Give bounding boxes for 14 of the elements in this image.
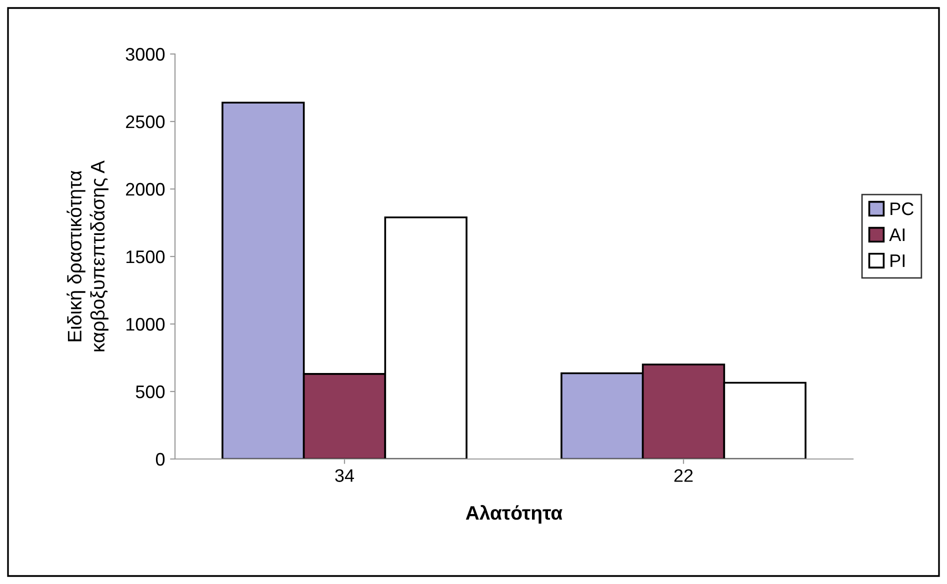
x-tick-label: 22 — [674, 469, 693, 482]
y-tick-label: 2500 — [126, 115, 165, 128]
x-tick-label: 34 — [335, 469, 354, 482]
legend-label: PC — [890, 202, 914, 216]
legend-label: AI — [889, 228, 905, 241]
y-tick-label: 1500 — [126, 250, 165, 264]
y-tick-label: 2000 — [126, 182, 165, 196]
y-axis-title: Ειδική δραστικότητα καρβοξυπεπτιδάσης Α — [66, 160, 108, 352]
legend-label: PI — [890, 254, 905, 267]
x-axis-title: Αλατότητα — [466, 504, 562, 524]
y-tick-label: 500 — [136, 385, 165, 398]
y-tick-label: 1000 — [126, 318, 165, 331]
y-tick-label: 3000 — [126, 48, 165, 61]
y-tick-label: 0 — [156, 452, 165, 466]
